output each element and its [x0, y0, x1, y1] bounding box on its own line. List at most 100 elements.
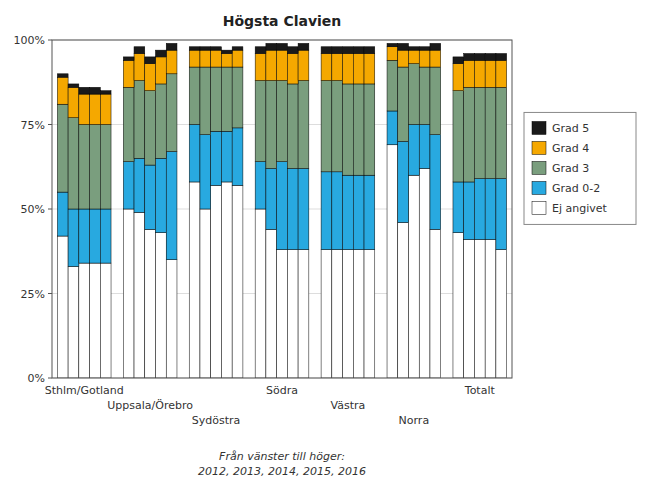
bar-segment: [277, 50, 288, 80]
bar-segment: [277, 43, 288, 50]
bar-segment: [287, 84, 298, 169]
category-label: Uppsala/Örebro: [107, 399, 193, 412]
legend-box: [524, 112, 636, 224]
bar-segment: [57, 104, 68, 192]
legend-swatch: [532, 181, 546, 194]
bar-segment: [464, 60, 475, 87]
category-label: Totalt: [464, 384, 496, 397]
bar-segment: [123, 60, 134, 87]
tick-mark: [48, 209, 52, 210]
bar-segment: [221, 131, 232, 182]
plot-frame: [52, 40, 512, 378]
bar-segment: [100, 263, 111, 378]
bar-segment: [232, 128, 243, 185]
bar-segment: [189, 50, 200, 67]
bar-segment: [398, 67, 409, 141]
category-label: Sthlm/Gotland: [45, 384, 124, 397]
bar-segment: [419, 50, 430, 67]
bar-segment: [221, 54, 232, 68]
bar-segment: [100, 91, 111, 94]
bar-segment: [68, 84, 79, 87]
bar-segment: [398, 223, 409, 378]
bar-segment: [145, 57, 156, 64]
bar-segment: [353, 47, 364, 54]
bar-segment: [453, 91, 464, 182]
bar-segment: [287, 54, 298, 84]
bar-segment: [364, 47, 375, 54]
bar-segment: [398, 141, 409, 222]
bar-segment: [145, 165, 156, 229]
bar-segment: [474, 87, 485, 178]
bar-segment: [453, 233, 464, 378]
bar-segment: [409, 64, 420, 125]
bar-segment: [100, 94, 111, 124]
bar-segment: [409, 125, 420, 176]
bar-segment: [68, 87, 79, 117]
tick-label: 25%: [21, 288, 45, 301]
bar-segment: [430, 43, 441, 50]
bar-segment: [68, 209, 79, 266]
bar-segment: [266, 43, 277, 50]
bar-segment: [221, 50, 232, 53]
bar-segment: [496, 60, 507, 87]
bar-segment: [232, 185, 243, 378]
bar-segment: [287, 250, 298, 378]
bar-segment: [321, 81, 332, 172]
bar-segment: [409, 47, 420, 50]
bar-segment: [134, 81, 145, 159]
bar-segment: [287, 168, 298, 249]
bar-segment: [134, 158, 145, 212]
legend-swatch: [532, 121, 546, 134]
bar-segment: [255, 209, 266, 378]
bar-segment: [496, 54, 507, 61]
bar-segment: [332, 172, 343, 250]
bar-segment: [134, 212, 145, 378]
bar-segment: [145, 91, 156, 165]
legend-label: Grad 4: [552, 142, 589, 155]
bar-segment: [57, 77, 68, 104]
bar-segment: [353, 175, 364, 249]
bar-segment: [353, 84, 364, 175]
bar-segment: [332, 81, 343, 172]
bar-segment: [332, 47, 343, 54]
bar-segment: [57, 192, 68, 236]
bar-segment: [123, 87, 134, 161]
bar-segment: [464, 182, 475, 239]
bar-segment: [453, 57, 464, 64]
bar-segment: [166, 74, 177, 152]
bar-segment: [123, 162, 134, 209]
bar-segment: [232, 67, 243, 128]
bar-segment: [145, 64, 156, 91]
bar-segment: [321, 250, 332, 378]
bar-segment: [134, 54, 145, 81]
title: Högsta Clavien: [223, 13, 342, 29]
bar-segment: [156, 158, 167, 232]
bar-segment: [200, 50, 211, 67]
bar-segment: [464, 239, 475, 378]
bar-segment: [453, 182, 464, 233]
bar-segment: [387, 111, 398, 145]
tick-mark: [48, 124, 52, 125]
bar-segment: [298, 50, 309, 80]
bar-segment: [485, 87, 496, 178]
bar-segment: [474, 60, 485, 87]
bar-segment: [332, 250, 343, 378]
bar-segment: [90, 87, 101, 94]
tick-label: 75%: [21, 119, 45, 132]
legend-swatch: [532, 201, 546, 214]
bar-segment: [166, 260, 177, 378]
bar-segment: [485, 54, 496, 61]
legend-label: Ej angivet: [552, 202, 608, 215]
bar-segment: [321, 54, 332, 81]
bar-segment: [496, 250, 507, 378]
bar-segment: [277, 81, 288, 162]
bar-segment: [419, 67, 430, 124]
bar-segment: [353, 250, 364, 378]
bar-segment: [166, 152, 177, 260]
subtitle: Från vänster till höger:2012, 2013, 2014…: [198, 450, 366, 478]
bar-segment: [430, 50, 441, 67]
bar-segment: [298, 168, 309, 249]
bar-segment: [156, 50, 167, 57]
bar-segment: [398, 43, 409, 50]
tick-mark: [48, 293, 52, 294]
